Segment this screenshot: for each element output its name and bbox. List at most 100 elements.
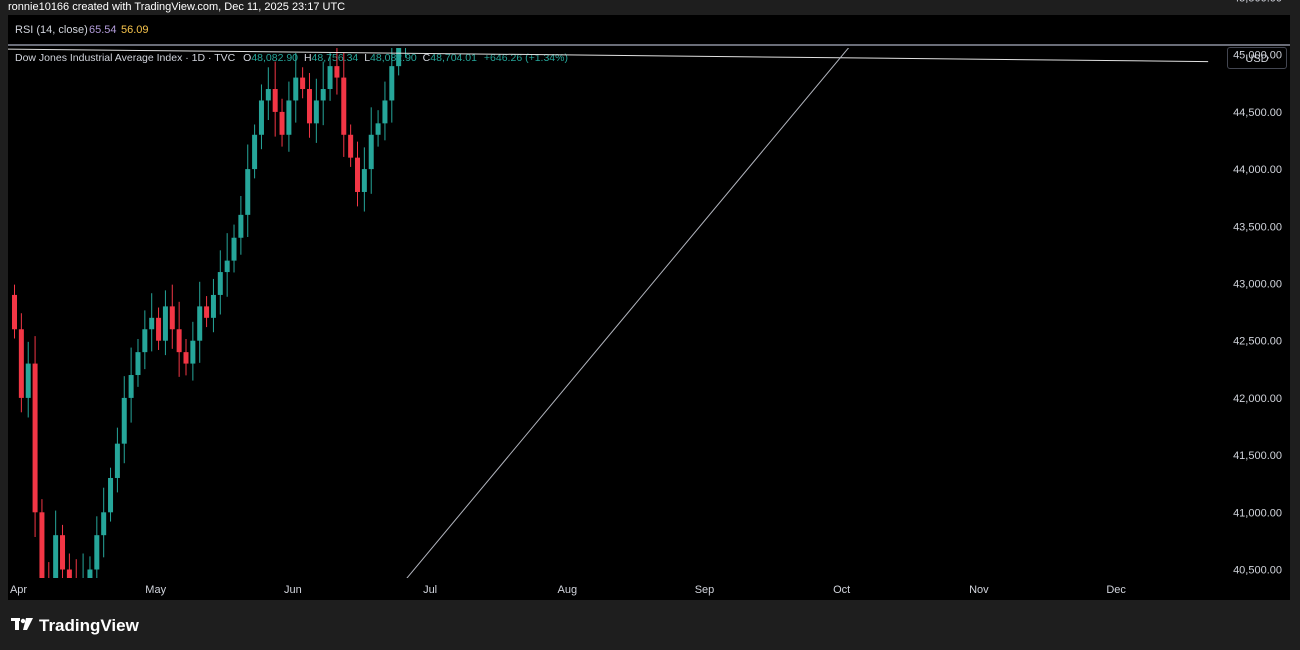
candle-body <box>245 169 251 215</box>
candle-body <box>101 512 107 536</box>
candle-body <box>142 329 148 353</box>
candle-body <box>60 535 66 570</box>
candle-body <box>32 363 38 513</box>
candle-body <box>348 134 354 158</box>
candle-body <box>39 512 45 578</box>
candle-body <box>169 306 175 330</box>
candle-body <box>300 77 306 90</box>
legend-open-label: O <box>243 52 252 64</box>
chart-panel[interactable]: RSI (14, close) 65.54 56.09 Dow Jones In… <box>8 15 1290 600</box>
candle-body <box>410 20 415 21</box>
candle-body <box>197 306 203 341</box>
x-tick-label: Nov <box>969 584 989 596</box>
candle-body <box>382 100 388 124</box>
export-credit-text: ronnie10166 created with TradingView.com… <box>8 1 346 13</box>
x-tick-label: Jul <box>423 584 437 596</box>
legend-title: Dow Jones Industrial Average Index · 1D … <box>15 52 236 64</box>
y-tick-label: 43,000.00 <box>1233 279 1282 291</box>
candle-body <box>258 100 264 135</box>
y-tick-label: 43,500.00 <box>1233 221 1282 233</box>
candle-body <box>417 0 422 20</box>
x-tick-label: Oct <box>833 584 850 596</box>
candle-body <box>66 569 72 578</box>
x-tick-label: Aug <box>558 584 578 596</box>
candle-body <box>87 569 93 578</box>
candle-body <box>18 329 24 398</box>
candle-body <box>176 329 182 353</box>
x-tick-label: Dec <box>1106 584 1126 596</box>
candle-body <box>149 317 155 330</box>
x-tick-label: Sep <box>695 584 715 596</box>
y-tick-label: 41,000.00 <box>1233 507 1282 519</box>
export-credit-bar: ronnie10166 created with TradingView.com… <box>0 0 1300 14</box>
candle-body <box>320 89 326 101</box>
trendline <box>406 48 850 578</box>
tradingview-logo-icon <box>11 618 33 630</box>
candle-body <box>403 20 408 43</box>
candle-body <box>375 123 381 135</box>
y-tick-label: 44,000.00 <box>1233 164 1282 176</box>
horizontal-level-line <box>8 48 1209 63</box>
tradingview-logo[interactable]: TradingView <box>11 615 139 637</box>
candles-group <box>8 0 1209 592</box>
legend-high-value: 48,756.34 <box>311 52 359 64</box>
candle-body <box>74 581 79 592</box>
candle-body <box>25 363 31 398</box>
legend-open-value: 48,082.90 <box>251 52 299 64</box>
x-tick-label: Apr <box>10 584 27 596</box>
rsi-label: RSI (14, close) <box>15 24 88 36</box>
candle-body <box>389 66 395 101</box>
candle-body <box>272 89 278 112</box>
y-tick-label: 44,500.00 <box>1233 107 1282 119</box>
candle-body <box>128 375 134 398</box>
candle-body <box>306 89 312 124</box>
price-chart[interactable]: 40,500.00 41,000.00 41,500.00 42,000.00 42,5… <box>0 0 1300 600</box>
candle-body <box>286 100 292 135</box>
y-tick-label: 45,500.00 <box>1233 0 1282 5</box>
y-tick-label: 42,500.00 <box>1233 336 1282 348</box>
candle-body <box>341 77 347 135</box>
candle-body <box>94 535 100 570</box>
candle-body <box>162 306 168 341</box>
candle-body <box>238 214 244 238</box>
y-tick-label: 45,000.00 <box>1233 50 1282 62</box>
y-tick-label: 41,500.00 <box>1233 450 1282 462</box>
currency-button[interactable]: USD <box>1227 47 1287 69</box>
candle-body <box>279 111 285 135</box>
candle-body <box>204 306 210 318</box>
candle-body <box>135 352 141 376</box>
legend-close-value: 48,704.01 <box>430 52 477 64</box>
candle-body <box>293 77 299 101</box>
candle-body <box>12 294 17 330</box>
legend-low-label: L <box>364 52 371 64</box>
candle-body <box>114 443 120 478</box>
y-tick-label: 42,000.00 <box>1233 393 1282 405</box>
candle-body <box>108 477 114 513</box>
candle-body <box>210 294 216 318</box>
candle-body <box>327 66 333 90</box>
candle-body <box>53 535 59 578</box>
legend-high-label: H <box>303 52 312 64</box>
candle-body <box>156 317 162 341</box>
candle-body <box>355 157 360 192</box>
candle-body <box>224 260 230 273</box>
candle-body <box>46 581 51 592</box>
legend-close-label: C <box>422 52 431 64</box>
brand-name: TradingView <box>39 616 139 635</box>
rsi-value-2: 56.09 <box>121 24 149 36</box>
candle-body <box>231 237 237 261</box>
candle-body <box>396 48 402 67</box>
symbol-legend: Dow Jones Industrial Average Index · 1D … <box>15 52 568 64</box>
rsi-value-1: 65.54 <box>89 24 117 36</box>
candle-body <box>121 397 127 444</box>
x-tick-label: Jun <box>284 584 302 596</box>
candle-body <box>265 89 271 101</box>
candle-body <box>252 134 258 170</box>
candle-body <box>361 169 367 192</box>
candle-body <box>183 352 189 364</box>
y-tick-label: 40,500.00 <box>1233 565 1282 577</box>
candle-body <box>313 100 319 124</box>
pane-separator[interactable] <box>8 44 1290 46</box>
candle-body <box>368 134 374 170</box>
candle-body <box>190 340 196 364</box>
